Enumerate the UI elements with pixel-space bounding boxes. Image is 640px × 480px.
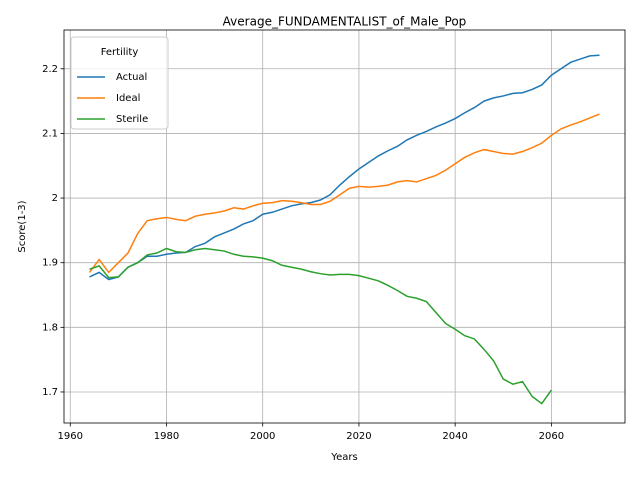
y-tick-label: 1.9: [42, 258, 58, 269]
legend-label: Sterile: [116, 114, 148, 125]
x-tick-label: 2020: [346, 431, 371, 442]
y-tick-label: 2.1: [42, 128, 58, 139]
x-axis-label: Years: [330, 452, 357, 463]
legend-label: Actual: [116, 72, 147, 83]
legend: Fertility Actual Ideal Sterile: [70, 36, 169, 130]
legend-label: Ideal: [116, 93, 140, 104]
legend-title: Fertility: [101, 47, 139, 58]
plot-frame: [63, 29, 626, 424]
data-line: [89, 54, 600, 281]
chart-title: Average_FUNDAMENTALIST_of_Male_Pop: [223, 15, 467, 29]
data-line: [88, 113, 600, 274]
y-tick-label: 2.2: [42, 64, 58, 75]
x-tick-label: 2000: [250, 431, 275, 442]
y-tick-label: 1.8: [42, 322, 58, 333]
x-tick-label: 1980: [154, 431, 179, 442]
x-tick-label: 2040: [442, 431, 467, 442]
y-tick-label: 1.7: [42, 387, 58, 398]
data-line: [89, 247, 552, 405]
x-tick-label: 1960: [58, 431, 83, 442]
legend-box: [70, 36, 169, 130]
y-axis-label: Score(1-3): [17, 200, 28, 252]
y-tick-label: 2: [52, 193, 58, 204]
x-tick-label: 2060: [539, 431, 564, 442]
